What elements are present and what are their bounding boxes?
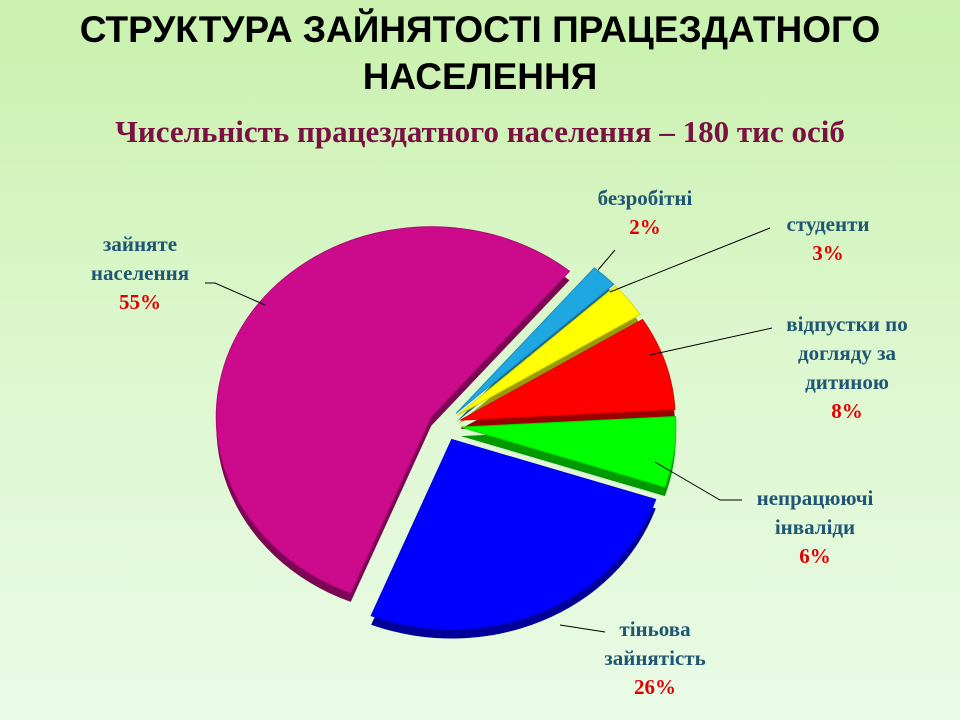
leader-line	[597, 249, 616, 271]
category-label: непрацюючі інваліди	[756, 486, 874, 539]
leader-line	[559, 624, 606, 633]
slice	[370, 438, 657, 631]
slice-label: тіньова зайнятість 26%	[590, 615, 720, 702]
slice-label: студенти 3%	[768, 210, 888, 268]
value-label: 6%	[799, 544, 831, 568]
category-label: відпустки по догляду за дитиною	[786, 312, 908, 394]
subtitle: Чисельність працездатного населення – 18…	[115, 114, 845, 149]
category-label: безробітні	[597, 186, 693, 210]
slice	[455, 267, 615, 414]
category-label: студенти	[786, 212, 870, 236]
category-label: зайняте населення	[90, 232, 190, 285]
slice	[460, 318, 676, 421]
value-label: 3%	[812, 241, 844, 265]
category-label: тіньова зайнятість	[604, 617, 706, 670]
slice-label: зайняте населення 55%	[65, 230, 215, 317]
value-label: 55%	[119, 290, 161, 314]
value-label: 8%	[831, 399, 863, 423]
value-label: 26%	[634, 675, 676, 699]
slice-label: безробітні 2%	[580, 184, 710, 242]
leader-line	[205, 282, 266, 306]
slice	[457, 285, 641, 416]
slice-label: непрацюючі інваліди 6%	[735, 484, 895, 571]
leader-line	[649, 327, 773, 356]
leader-line	[654, 461, 742, 501]
slice	[460, 415, 677, 488]
slice-label: відпустки по догляду за дитиною 8%	[762, 310, 932, 426]
title: СТРУКТУРА ЗАЙНЯТОСТІ ПРАЦЕЗДАТНОГО НАСЕЛ…	[79, 9, 881, 97]
value-label: 2%	[629, 215, 661, 239]
slice	[215, 226, 571, 594]
leader-line	[609, 227, 771, 293]
